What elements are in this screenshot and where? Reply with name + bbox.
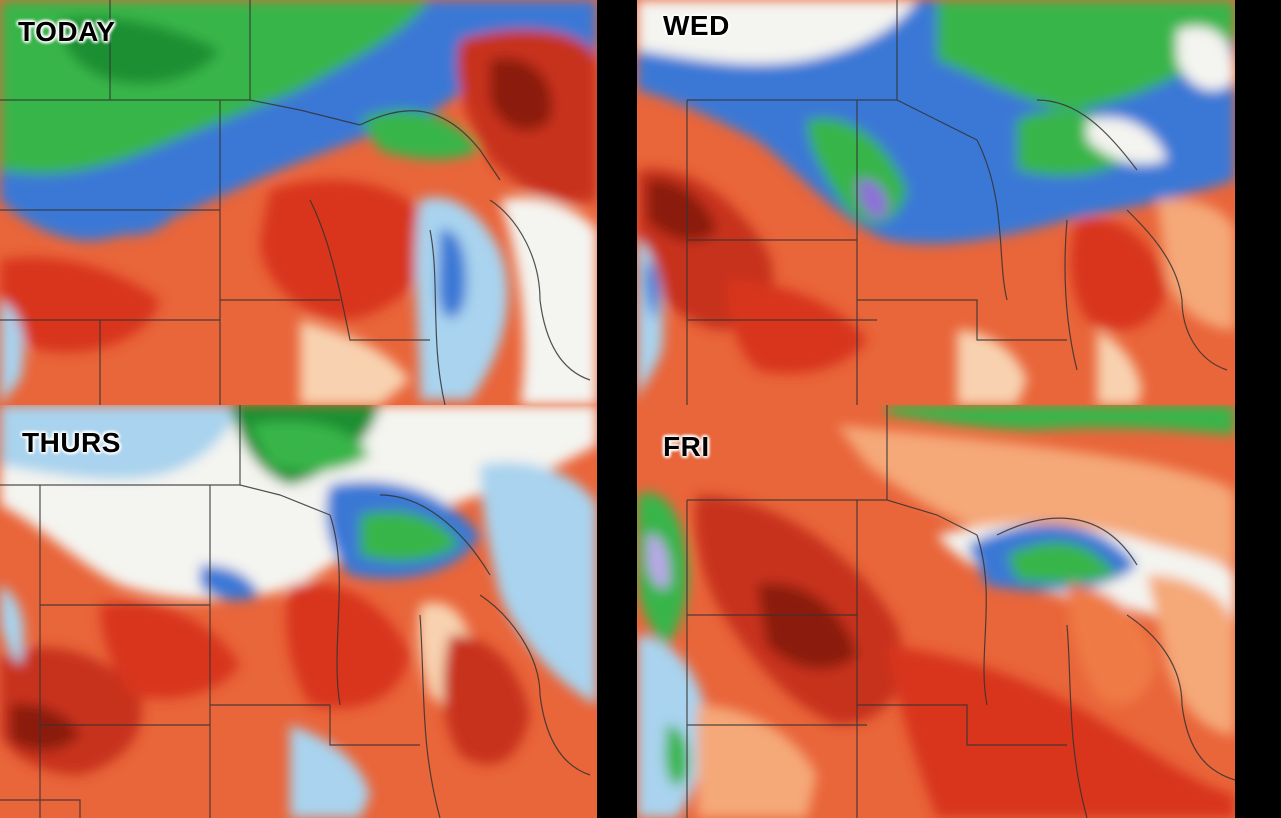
panel-label-wed: WED (663, 10, 730, 41)
anomaly-map-wed (637, 0, 1235, 405)
panel-label-fri: FRI (663, 431, 710, 462)
anomaly-map-today (0, 0, 597, 405)
anomaly-map-fri (637, 405, 1235, 818)
map-panel-wed: WED 1614121086420-2-4-6-8-10-12-14-16-18… (637, 0, 1235, 405)
panel-label-thurs: THURS (22, 427, 121, 458)
map-panel-fri: FRI 1614121086420-2-4-6-8-10-12-14-16-18… (637, 405, 1235, 818)
map-panel-thurs: THURS 14121086420-2-4-6-8-10-12-14-16-18… (0, 405, 597, 818)
panel-label-today: TODAY (18, 16, 116, 47)
anomaly-map-thurs (0, 405, 597, 818)
map-panel-today: TODAY 1614121086420-2-4-6-8-10-12-14-16-… (0, 0, 597, 405)
